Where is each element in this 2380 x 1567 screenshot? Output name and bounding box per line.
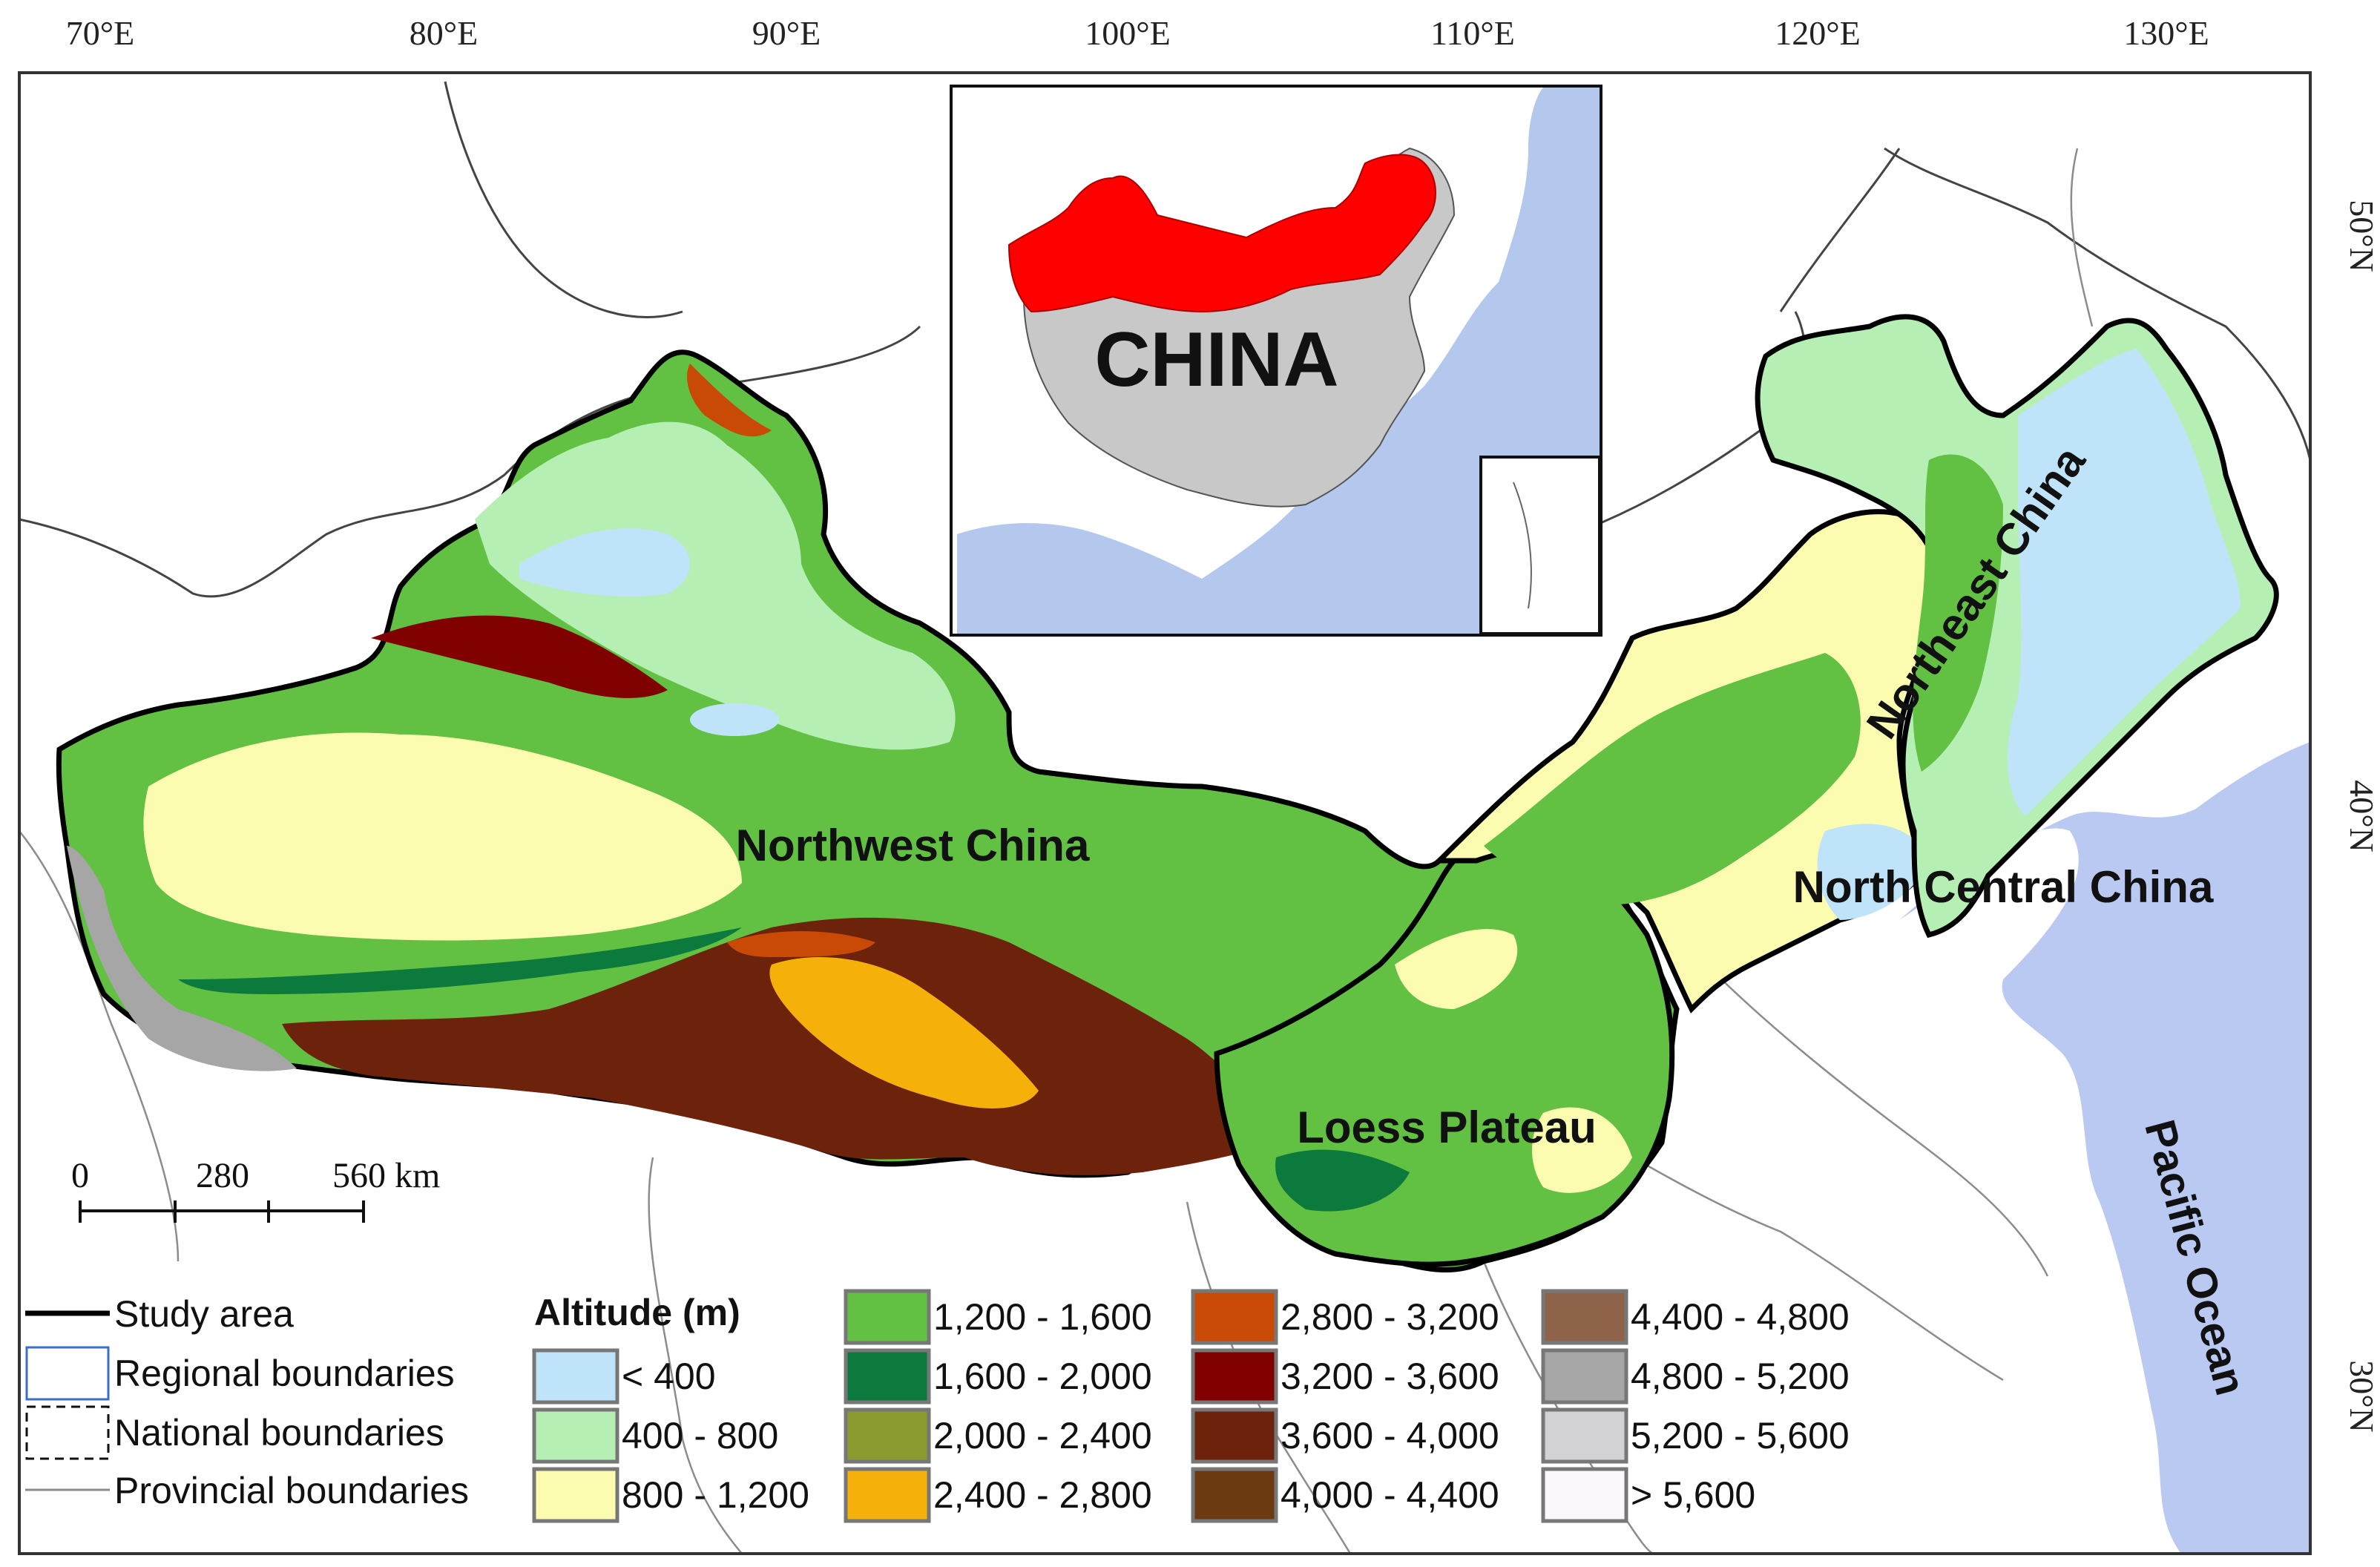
- inset-south-china-sea-box: [1479, 456, 1601, 635]
- kunlun-ridge: [727, 931, 875, 957]
- inset-china-label: CHINA: [1094, 317, 1338, 403]
- lat-label-30: 30°N: [2343, 1360, 2380, 1433]
- label-loess-plateau: Loess Plateau: [1297, 1103, 1597, 1152]
- legend-altitude-swatch-0: [532, 1348, 619, 1405]
- legend-altitude-swatch-12: [1541, 1348, 1628, 1405]
- legend-altitude-swatch-10: [1191, 1467, 1278, 1523]
- pacific-ocean-area: [1899, 742, 2310, 1554]
- inset-sea-line: [1513, 482, 1532, 609]
- tarim-basin: [143, 732, 742, 941]
- scale-label-560: 560 km: [332, 1156, 440, 1195]
- kunlun-north-band: [178, 927, 742, 994]
- legend-altitude-swatch-5: [844, 1407, 931, 1464]
- longitude-labels: 70°E 80°E 90°E 100°E 110°E 120°E 130°E: [66, 14, 2209, 52]
- legend-altitude-label-5: 2,000 - 2,400: [933, 1415, 1152, 1456]
- loess-yellow-patch: [1395, 929, 1518, 1009]
- legend-altitude-label-7: 2,800 - 3,200: [1281, 1296, 1499, 1338]
- lon-label-110: 110°E: [1430, 14, 1515, 52]
- legend-altitude-swatch-4: [844, 1348, 931, 1405]
- legend-regional-swatch: [25, 1346, 110, 1401]
- scale-label-280: 280: [196, 1156, 249, 1195]
- north-central-green-belt: [1484, 653, 1861, 905]
- label-north-central-china: North Central China: [1793, 862, 2214, 912]
- legend-altitude-swatch-6: [844, 1467, 931, 1523]
- legend-regional-label: Regional boundaries: [114, 1353, 455, 1394]
- legend-provincial-label: Provincial boundaries: [114, 1470, 469, 1511]
- legend-national-swatch: [25, 1405, 110, 1460]
- legend-altitude-label-9: 3,600 - 4,000: [1281, 1415, 1499, 1456]
- dzungaria-basin: [475, 421, 956, 750]
- legend-altitude-swatch-2: [532, 1467, 619, 1523]
- map-frame-border: [18, 71, 2312, 1555]
- legend-study-area-label: Study area: [114, 1293, 294, 1335]
- tibetan-highlands: [282, 917, 1276, 1175]
- scale-label-0: 0: [71, 1156, 89, 1195]
- inset-study-area: [1007, 154, 1436, 313]
- inset-ocean: [957, 88, 1600, 634]
- qaidam-basin: [769, 957, 1039, 1108]
- legend-altitude-label-10: 4,000 - 4,400: [1281, 1474, 1499, 1516]
- legend-altitude-swatch-13: [1541, 1407, 1628, 1464]
- lon-label-70: 70°E: [66, 14, 135, 52]
- legend-altitude-swatch-14: [1541, 1467, 1628, 1523]
- loess-south-patch: [1532, 1107, 1632, 1193]
- western-peaks: [67, 846, 297, 1071]
- legend-boundaries: Study area Regional boundaries National …: [25, 1293, 469, 1511]
- north-central-region: [1433, 509, 1942, 1014]
- altai-ridge: [687, 364, 772, 437]
- lat-label-40: 40°N: [2343, 780, 2380, 853]
- legend-altitude-swatch-1: [532, 1407, 619, 1464]
- greater-khingan-band: [1913, 454, 2003, 772]
- legend-altitude-swatch-11: [1541, 1289, 1628, 1345]
- northeast-region: [1755, 314, 2279, 939]
- turpan-depression: [690, 703, 779, 736]
- inset-map: CHINA: [950, 85, 1602, 637]
- lat-label-50: 50°N: [2343, 200, 2380, 272]
- legend-altitude-label-14: > 5,600: [1631, 1474, 1755, 1516]
- tianshan-ridge: [371, 615, 668, 698]
- legend-altitude-label-4: 1,600 - 2,000: [933, 1356, 1152, 1397]
- latitude-labels: 50°N 40°N 30°N: [2343, 200, 2380, 1433]
- lon-label-80: 80°E: [410, 14, 479, 52]
- legend-altitude-label-11: 4,400 - 4,800: [1631, 1296, 1850, 1338]
- lon-label-120: 120°E: [1775, 14, 1861, 52]
- loess-dark-ridge: [1275, 1149, 1410, 1212]
- lon-label-130: 130°E: [2123, 14, 2209, 52]
- legend-national-label: National boundaries: [114, 1412, 444, 1453]
- legend-altitude-swatch-8: [1191, 1348, 1278, 1405]
- legend-altitude-swatch-3: [844, 1289, 931, 1345]
- scale-bar: 0 280 560 km: [71, 1156, 440, 1223]
- legend-altitude-label-6: 2,400 - 2,800: [933, 1474, 1152, 1516]
- legend-altitude: Altitude (m) < 400 400 - 800 800 - 1,200 1,…: [532, 1289, 1850, 1523]
- northeast-lowland: [2008, 349, 2241, 816]
- legend-altitude-swatch-9: [1191, 1407, 1278, 1464]
- legend-altitude-swatch-7: [1191, 1289, 1278, 1345]
- label-northwest-china: Northwest China: [736, 821, 1090, 870]
- lon-label-100: 100°E: [1085, 14, 1171, 52]
- legend-altitude-label-0: < 400: [622, 1356, 716, 1397]
- legend-altitude-label-8: 3,200 - 3,600: [1281, 1356, 1499, 1397]
- lon-label-90: 90°E: [752, 14, 821, 52]
- legend-altitude-label-1: 400 - 800: [622, 1415, 778, 1456]
- lowland-light-blue: [519, 528, 690, 597]
- loess-region: [1214, 843, 1675, 1267]
- legend-altitude-label-3: 1,200 - 1,600: [933, 1296, 1152, 1338]
- legend-altitude-label-13: 5,200 - 5,600: [1631, 1415, 1850, 1456]
- legend-altitude-label-12: 4,800 - 5,200: [1631, 1356, 1850, 1397]
- legend-altitude-title: Altitude (m): [534, 1292, 740, 1333]
- north-central-lowland: [1817, 824, 1929, 920]
- legend-altitude-label-2: 800 - 1,200: [622, 1474, 809, 1516]
